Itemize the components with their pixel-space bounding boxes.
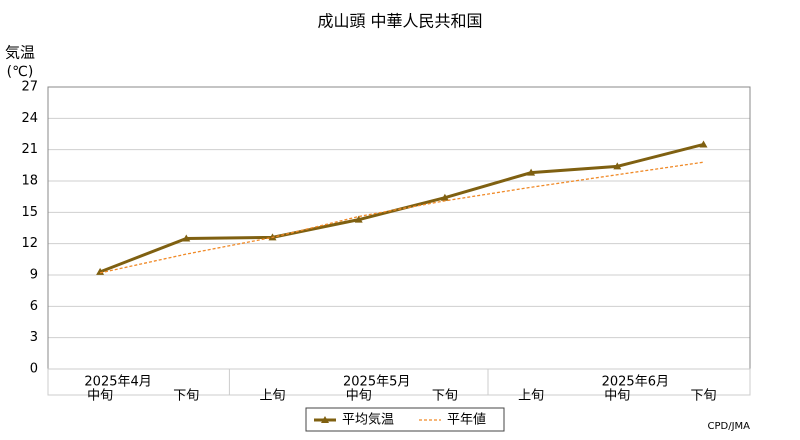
point-marker (182, 234, 191, 242)
y-tick-label: 9 (30, 268, 38, 283)
legend-label: 平年値 (447, 412, 486, 428)
y-tick-label: 0 (30, 362, 38, 377)
point-marker (354, 215, 363, 223)
x-group-label: 2025年6月 (602, 375, 669, 390)
y-axis-label: (℃) (7, 64, 34, 80)
x-tick-label: 中旬 (87, 389, 113, 404)
y-tick-label: 6 (30, 299, 38, 314)
series-line (99, 142, 704, 274)
x-tick-label: 下旬 (432, 389, 458, 404)
point-marker (440, 193, 449, 201)
legend-label: 平均気温 (342, 412, 394, 428)
y-tick-label: 24 (21, 111, 38, 126)
x-group-label: 2025年5月 (343, 375, 410, 390)
x-tick-label: 下旬 (173, 389, 199, 404)
x-tick-label: 中旬 (346, 389, 372, 404)
x-tick-label: 下旬 (690, 389, 716, 404)
x-axis-frame (47, 368, 751, 396)
chart-title: 成山頭 中華人民共和国 (317, 12, 482, 31)
series-line (99, 161, 704, 274)
legend-marker (321, 416, 329, 423)
legend-box (305, 407, 505, 432)
x-tick-label: 上旬 (259, 389, 285, 404)
source: CPD/JMA (708, 421, 751, 432)
y-tick-label: 21 (21, 142, 38, 157)
x-tick-label: 上旬 (518, 389, 544, 404)
point-marker (527, 168, 536, 176)
point-marker (613, 162, 622, 170)
y-tick-label: 15 (21, 205, 38, 220)
y-tick-label: 27 (21, 80, 38, 95)
x-group-label: 2025年4月 (84, 375, 151, 390)
x-tick-label: 中旬 (604, 389, 630, 404)
y-axis-label: 気温 (5, 44, 35, 62)
y-tick-label: 18 (21, 174, 38, 189)
y-tick-label: 3 (30, 330, 38, 345)
y-tick-label: 12 (21, 236, 38, 251)
point-marker (699, 140, 708, 148)
plot-frame (47, 86, 751, 370)
